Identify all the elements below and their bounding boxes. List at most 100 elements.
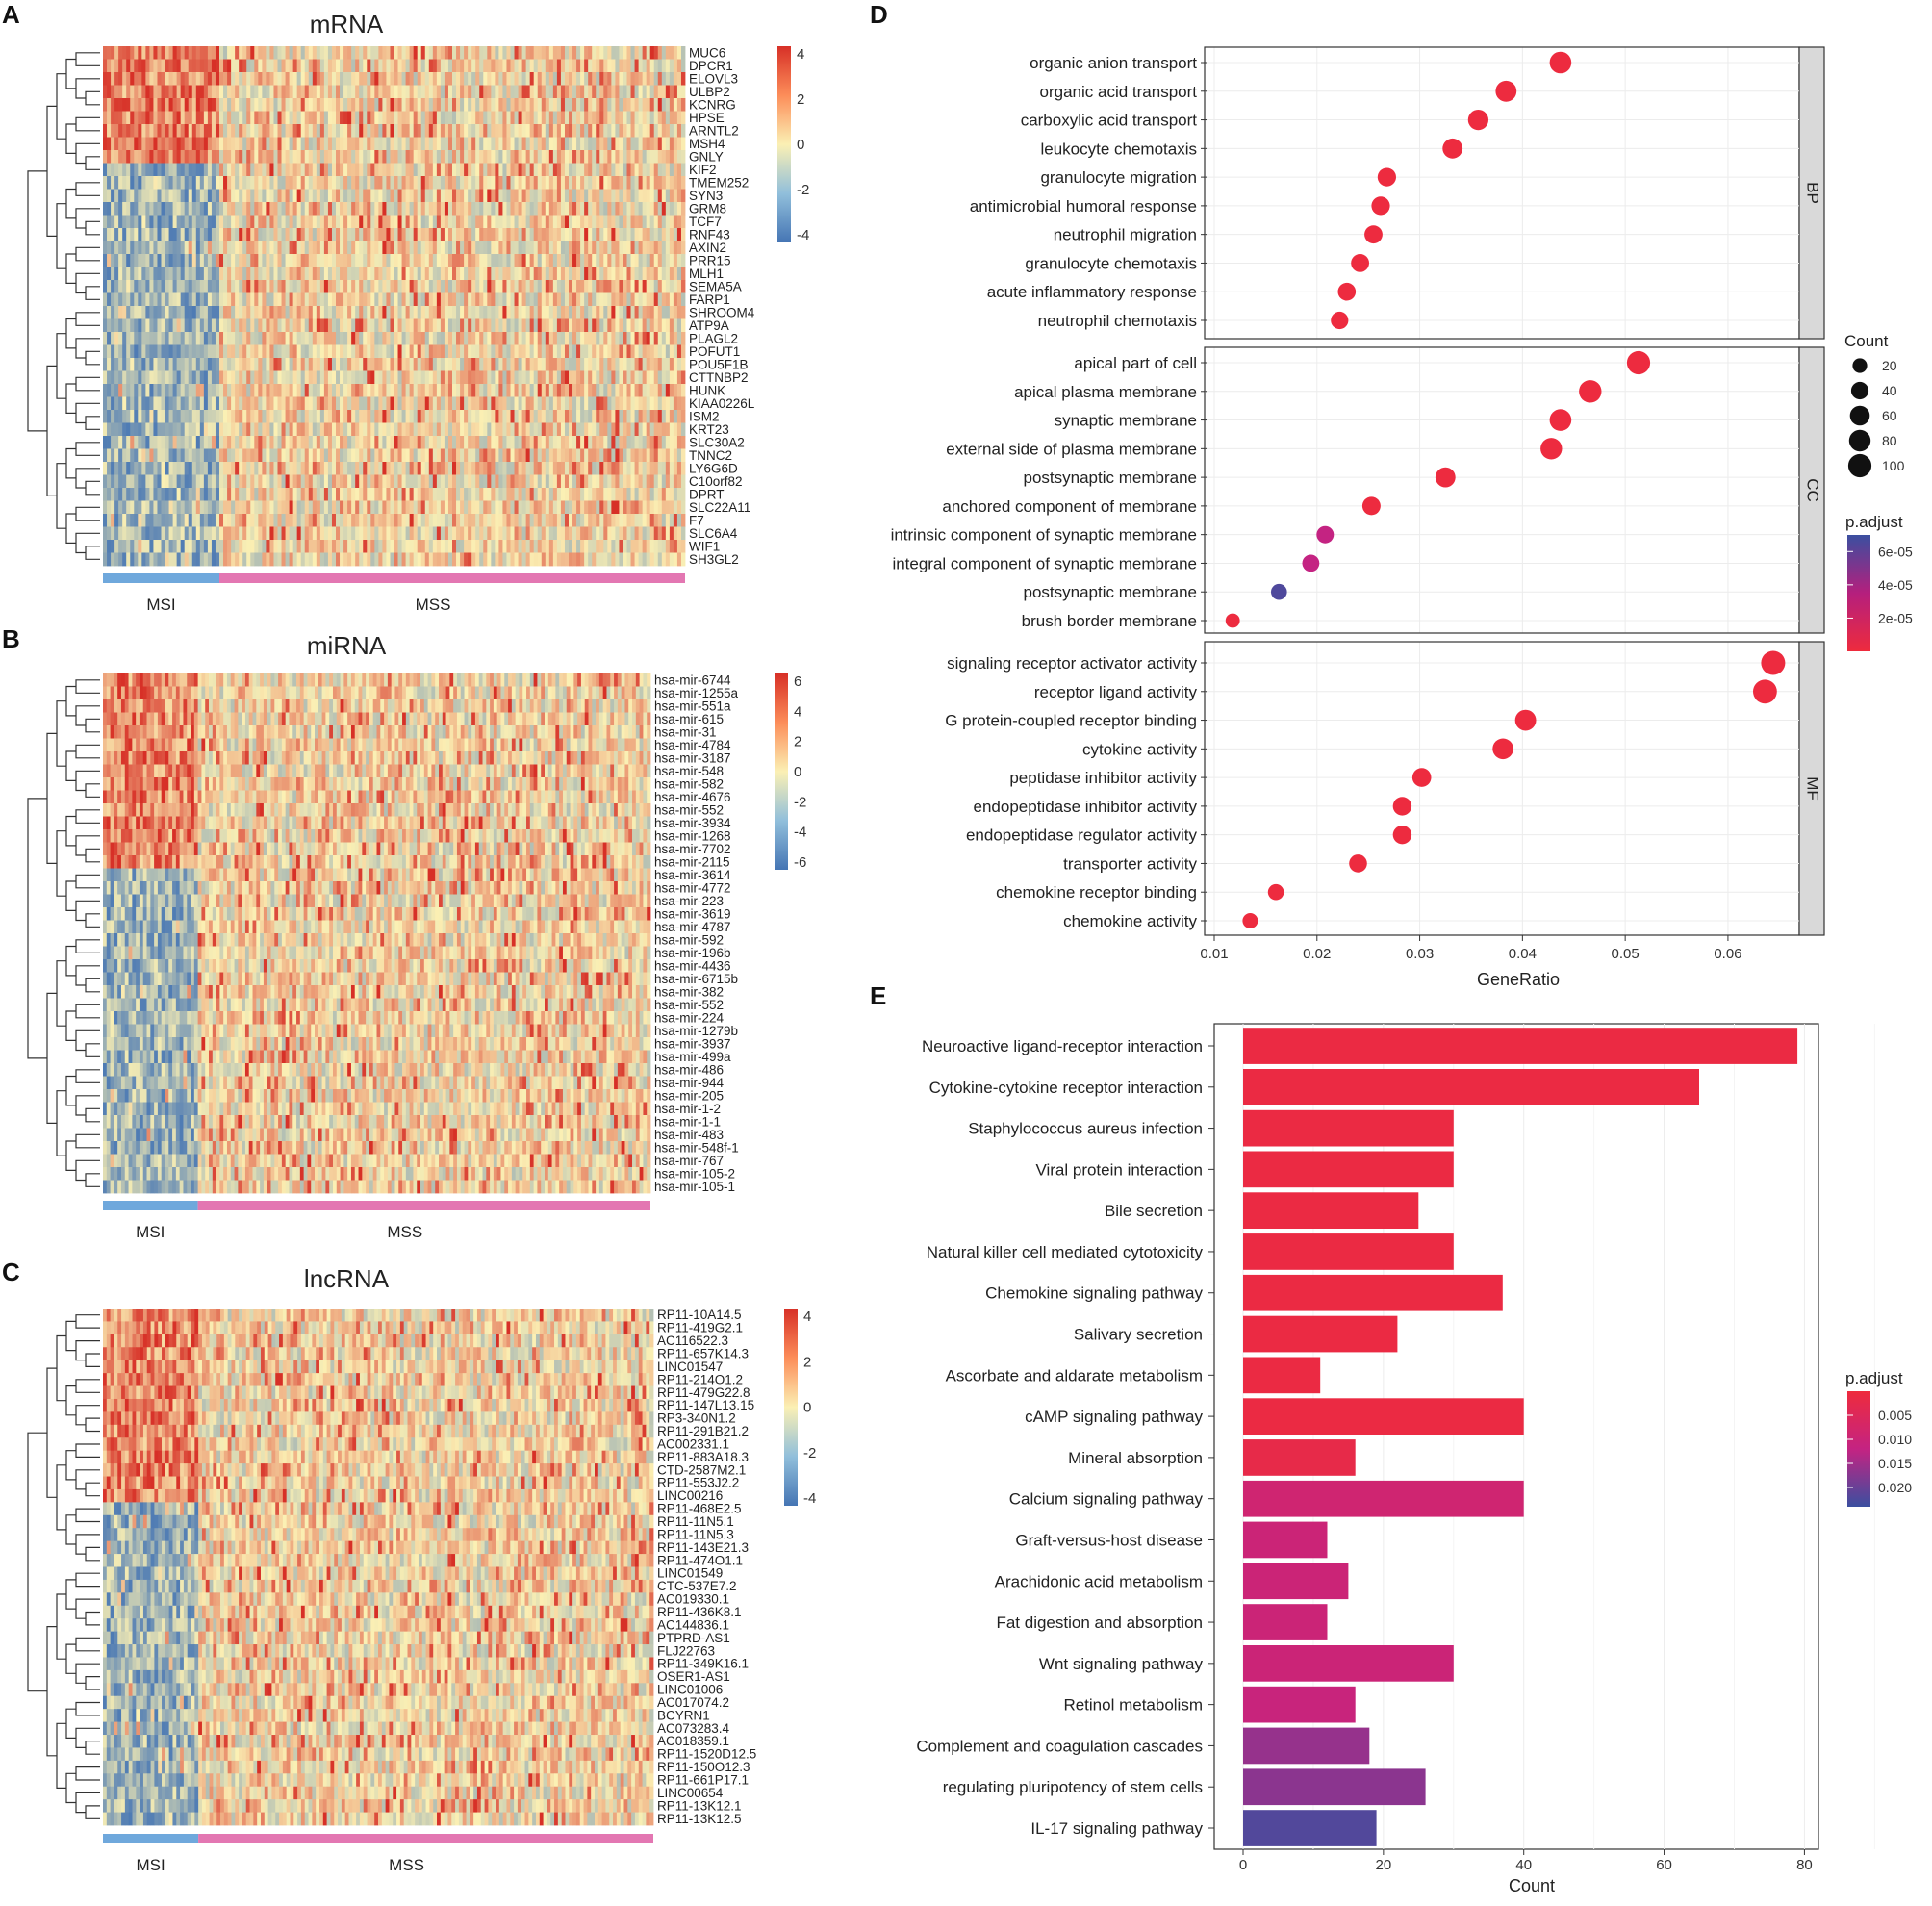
heatmap-cell <box>316 176 321 190</box>
heatmap-cell <box>506 436 511 449</box>
heatmap-cell <box>541 332 547 345</box>
heatmap-cell <box>680 448 686 463</box>
heatmap-cell <box>576 318 581 333</box>
heatmap-cell <box>304 137 310 151</box>
heatmap-cell <box>424 137 430 151</box>
heatmap-cell <box>615 396 620 411</box>
heatmap-cell <box>331 72 337 86</box>
heatmap-cell <box>316 332 321 345</box>
heatmap-cell <box>262 292 267 307</box>
heatmap-cell <box>649 344 655 359</box>
heatmap-cell <box>592 448 597 463</box>
heatmap-cell <box>363 358 368 371</box>
heatmap-cell <box>134 202 139 216</box>
heatmap-cell <box>122 59 127 73</box>
heatmap-cell <box>569 59 573 73</box>
heatmap-cell <box>316 448 321 463</box>
heatmap-cell <box>269 280 274 293</box>
heatmap-cell <box>285 241 290 255</box>
heatmap-cell <box>312 267 318 281</box>
heatmap-cell <box>611 410 616 423</box>
heatmap-cell <box>281 228 286 241</box>
heatmap-cell <box>184 176 190 190</box>
heatmap-cell <box>592 292 597 307</box>
heatmap-cell <box>569 215 573 229</box>
heatmap-cell <box>487 111 492 125</box>
heatmap-cell <box>308 254 314 267</box>
heatmap-cell <box>138 46 142 60</box>
heatmap-cell <box>560 267 566 281</box>
heatmap-cell <box>576 462 581 475</box>
heatmap-cell <box>273 280 278 293</box>
heatmap-cell <box>432 254 438 267</box>
heatmap-cell <box>300 85 306 99</box>
heatmap-cell <box>235 111 240 125</box>
heatmap-cell <box>355 384 360 397</box>
heatmap-cell <box>207 384 213 397</box>
heatmap-cell <box>669 72 674 86</box>
heatmap-cell <box>188 124 193 138</box>
heatmap-cell <box>355 448 360 463</box>
heatmap-cell <box>452 137 457 151</box>
heatmap-cell <box>343 189 348 203</box>
heatmap-cell <box>242 267 247 281</box>
heatmap-cell <box>367 396 371 411</box>
heatmap-cell <box>363 176 368 190</box>
heatmap-cell <box>447 46 453 60</box>
heatmap-cell <box>331 332 337 345</box>
heatmap-cell <box>141 150 146 164</box>
heatmap-cell <box>649 358 655 371</box>
heatmap-cell <box>456 410 461 423</box>
heatmap-cell <box>211 436 216 449</box>
heatmap-cell <box>680 344 686 359</box>
heatmap-cell <box>564 422 570 437</box>
heatmap-cell <box>607 422 612 437</box>
heatmap-cell <box>619 462 623 475</box>
heatmap-cell <box>323 448 329 463</box>
heatmap-cell <box>378 267 383 281</box>
heatmap-cell <box>607 228 612 241</box>
heatmap-cell <box>130 344 135 359</box>
heatmap-cell <box>533 59 539 73</box>
heatmap-cell <box>665 332 671 345</box>
heatmap-cell <box>242 202 247 216</box>
heatmap-cell <box>460 410 465 423</box>
heatmap-cell <box>413 228 419 241</box>
heatmap-cell <box>592 332 597 345</box>
heatmap-cell <box>514 436 519 449</box>
heatmap-cell <box>397 448 402 463</box>
heatmap-cell <box>592 358 597 371</box>
heatmap-cell <box>471 98 476 112</box>
heatmap-cell <box>343 462 348 475</box>
heatmap-cell <box>599 267 604 281</box>
heatmap-cell <box>231 462 236 475</box>
heatmap-cell <box>642 448 648 463</box>
heatmap-cell <box>273 241 278 255</box>
heatmap-cell <box>122 241 127 255</box>
heatmap-cell <box>401 98 406 112</box>
heatmap-cell <box>289 280 294 293</box>
heatmap-cell <box>176 254 182 267</box>
heatmap-cell <box>122 358 127 371</box>
heatmap-cell <box>634 462 639 475</box>
heatmap-cell <box>514 344 519 359</box>
heatmap-cell <box>510 254 515 267</box>
heatmap-cell <box>149 384 154 397</box>
heatmap-cell <box>436 85 442 99</box>
heatmap-cell <box>281 306 286 319</box>
heatmap-cell <box>529 202 535 216</box>
heatmap-cell <box>483 176 488 190</box>
heatmap-cell <box>626 280 631 293</box>
heatmap-cell <box>596 98 600 112</box>
heatmap-cell <box>397 436 402 449</box>
heatmap-cell <box>300 358 306 371</box>
heatmap-cell <box>370 59 375 73</box>
heatmap-cell <box>145 111 150 125</box>
heatmap-cell <box>382 384 387 397</box>
heatmap-cell <box>363 241 368 255</box>
heatmap-cell <box>235 358 240 371</box>
heatmap-cell <box>661 396 667 411</box>
heatmap-cell <box>277 436 282 449</box>
heatmap-cell <box>273 462 278 475</box>
heatmap-cell <box>521 280 527 293</box>
